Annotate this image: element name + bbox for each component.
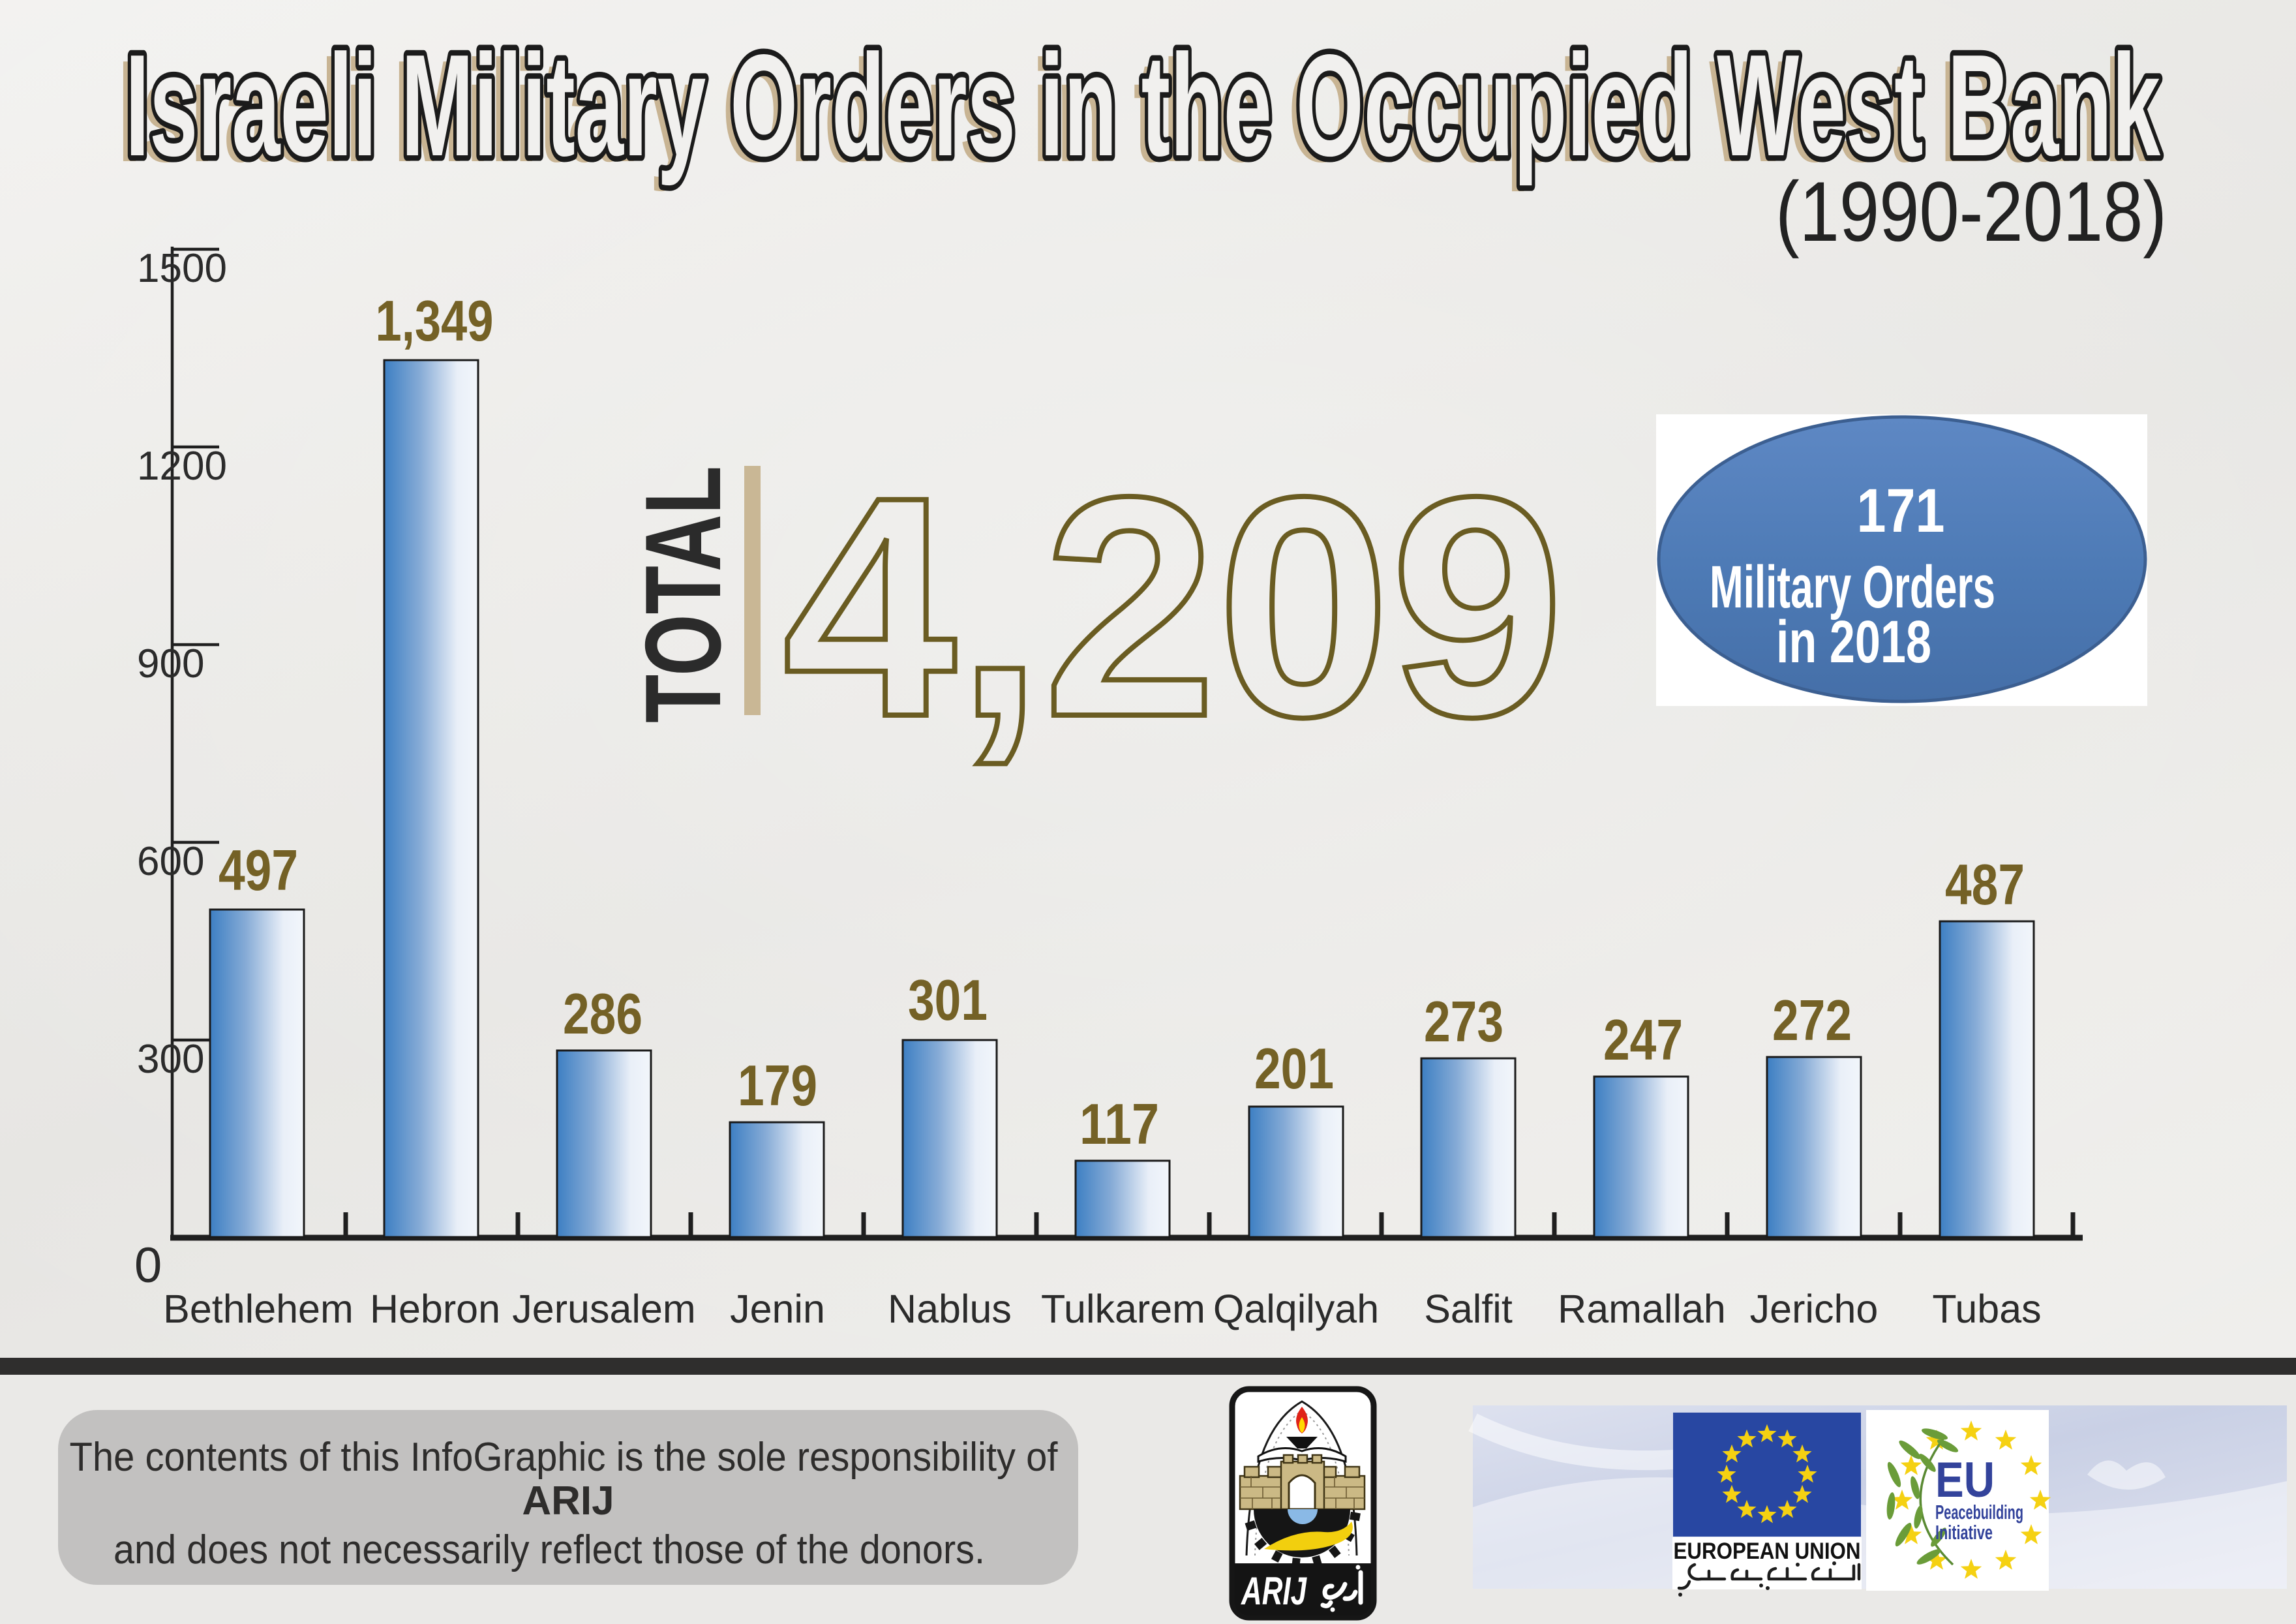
svg-text:300: 300	[137, 1037, 204, 1082]
svg-text:4,209: 4,209	[783, 431, 1564, 782]
svg-text:171: 171	[1857, 476, 1945, 545]
svg-text:272: 272	[1772, 988, 1852, 1052]
svg-text:Tulkarem: Tulkarem	[1041, 1287, 1205, 1331]
svg-text:Military Orders: Military Orders	[1710, 554, 1995, 620]
svg-text:and does not necessarily refle: and does not necessarily reflect those o…	[113, 1527, 985, 1572]
svg-text:The contents of this InfoGraph: The contents of this InfoGraphic is the …	[70, 1435, 1059, 1480]
svg-text:EU: EU	[1935, 1452, 1995, 1508]
svg-text:301: 301	[908, 968, 988, 1032]
svg-text:ARIJ: ARIJ	[1241, 1569, 1308, 1613]
svg-text:497: 497	[219, 838, 298, 902]
svg-text:Jericho: Jericho	[1750, 1287, 1879, 1331]
svg-text:Israeli Military Orders in the: Israeli Military Orders in the Occupied …	[125, 25, 2160, 187]
svg-text:TOTAL: TOTAL	[623, 466, 743, 723]
svg-text:273: 273	[1424, 989, 1503, 1054]
svg-text:0: 0	[134, 1238, 162, 1293]
svg-text:247: 247	[1603, 1007, 1683, 1072]
svg-text:Ramallah: Ramallah	[1558, 1287, 1726, 1331]
svg-text:Peacebuilding: Peacebuilding	[1935, 1501, 2023, 1524]
svg-text:900: 900	[137, 641, 204, 686]
svg-text:Tubas: Tubas	[1932, 1287, 2041, 1331]
svg-text:487: 487	[1945, 852, 2025, 917]
svg-text:1200: 1200	[137, 444, 227, 489]
svg-text:Jerusalem: Jerusalem	[512, 1287, 695, 1331]
svg-text:EUROPEAN UNION: EUROPEAN UNION	[1674, 1539, 1861, 1564]
svg-text:Initiative: Initiative	[1935, 1521, 1993, 1544]
svg-text:Hebron: Hebron	[370, 1287, 500, 1331]
svg-text:Bethlehem: Bethlehem	[163, 1287, 354, 1331]
svg-text:Nablus: Nablus	[888, 1287, 1012, 1331]
svg-text:Israeli Military Orders in the: Israeli Military Orders in the Occupied …	[117, 31, 2152, 192]
svg-text:179: 179	[738, 1053, 817, 1118]
svg-text:Salfit: Salfit	[1424, 1287, 1513, 1331]
svg-text:ARIJ: ARIJ	[522, 1478, 614, 1524]
svg-text:1,349: 1,349	[376, 288, 494, 353]
svg-text:Jenin: Jenin	[730, 1287, 825, 1331]
svg-text:117: 117	[1080, 1092, 1159, 1156]
svg-text:(1990-2018): (1990-2018)	[1775, 164, 2167, 259]
svg-text:Qalqilyah: Qalqilyah	[1213, 1287, 1379, 1331]
svg-text:201: 201	[1254, 1036, 1334, 1101]
svg-text:286: 286	[563, 981, 642, 1046]
svg-text:600: 600	[137, 839, 204, 884]
svg-text:in 2018: in 2018	[1776, 609, 1931, 675]
svg-text:1500: 1500	[137, 246, 227, 291]
